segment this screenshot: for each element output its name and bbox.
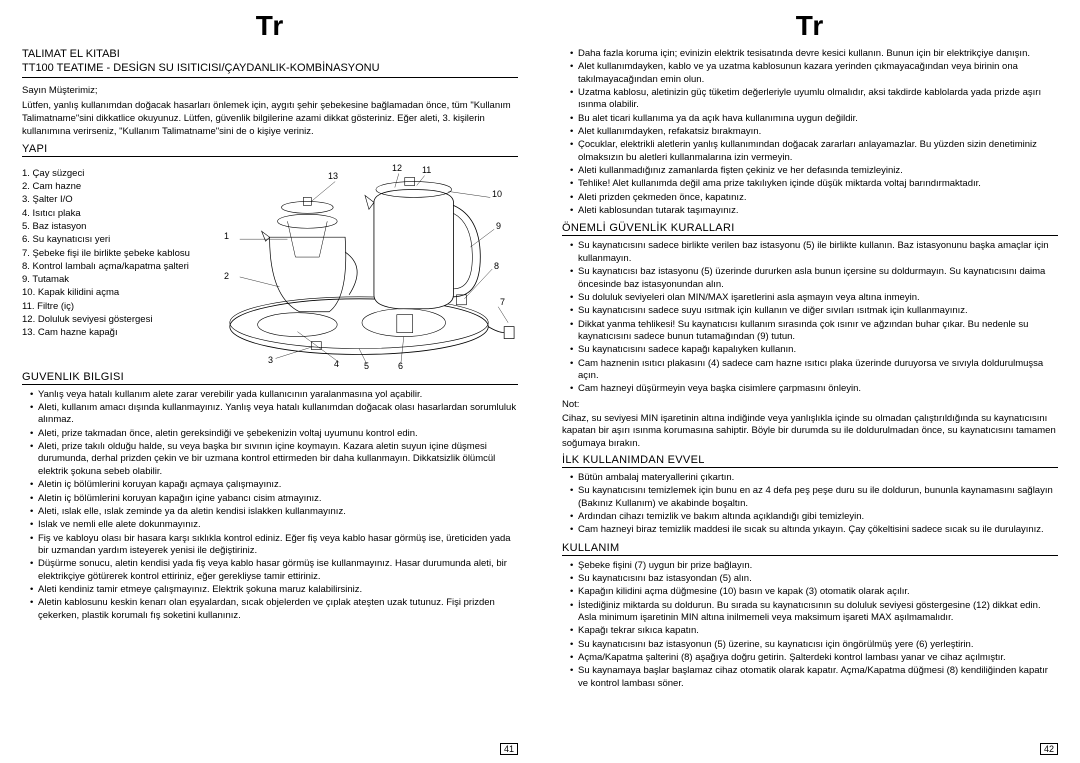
important-item: Su kaynatıcısını sadece kapağı kapalıyke… — [570, 344, 1058, 356]
lang-header-left: Tr — [22, 10, 518, 42]
part-item: 11. Filtre (iç) — [22, 300, 190, 313]
safety-item: Fiş ve kabloyu olası bir hasara karşı sı… — [30, 533, 518, 558]
safety-cont-item: Aleti prizden çekmeden önce, kapatınız. — [570, 192, 1058, 204]
continuation-list: Daha fazla koruma için; evinizin elektri… — [562, 48, 1058, 218]
usage-item: Açma/Kapatma şalterini (8) aşağıya doğru… — [570, 652, 1058, 664]
part-item: 1. Çay süzgeci — [22, 167, 190, 180]
usage-item: İstediğiniz miktarda su doldurun. Bu sır… — [570, 600, 1058, 625]
callout-2: 2 — [224, 271, 229, 281]
parts-list: 1. Çay süzgeci2. Cam hazne3. Şalter I/O4… — [22, 167, 190, 367]
part-item: 12. Doluluk seviyesi göstergesi — [22, 313, 190, 326]
safety-item: Aleti, prize takmadan önce, aletin gerek… — [30, 428, 518, 440]
safety-item: Aleti, ıslak elle, ıslak zeminde ya da a… — [30, 506, 518, 518]
callout-7: 7 — [500, 297, 505, 307]
usage-item: Su kaynatıcısını baz istasyonun (5) üzer… — [570, 639, 1058, 651]
guvenlik-title: GUVENLIK BILGISI — [22, 371, 518, 385]
important-item: Cam hazneyi düşürmeyin veya başka cisiml… — [570, 383, 1058, 395]
safety-cont-item: Alet kullanımdayken, refakatsiz bırakmay… — [570, 126, 1058, 138]
onemli-list: Su kaynatıcısını sadece birlikte verilen… — [562, 240, 1058, 396]
part-item: 13. Cam hazne kapağı — [22, 326, 190, 339]
ilk-title: İLK KULLANIMDAN EVVEL — [562, 454, 1058, 468]
product-diagram: 1 2 3 4 5 6 7 8 9 10 11 12 13 — [200, 167, 518, 367]
safety-item: Düşürme sonucu, aletin kendisi yada fiş … — [30, 558, 518, 583]
first-use-item: Bütün ambalaj materyallerini çıkartın. — [570, 472, 1058, 484]
usage-item: Su kaynamaya başlar başlamaz cihaz otoma… — [570, 665, 1058, 690]
part-item: 10. Kapak kilidini açma — [22, 286, 190, 299]
part-item: 8. Kontrol lambalı açma/kapatma şalteri — [22, 260, 190, 273]
part-item: 6. Su kaynatıcısı yeri — [22, 233, 190, 246]
part-item: 2. Cam hazne — [22, 180, 190, 193]
greeting: Sayın Müşterimiz; — [22, 85, 518, 98]
important-item: Cam haznenin ısıtıcı plakasını (4) sadec… — [570, 358, 1058, 383]
safety-item: Yanlış veya hatalı kullanım alete zarar … — [30, 389, 518, 401]
safety-cont-item: Uzatma kablosu, aletinizin güç tüketim d… — [570, 87, 1058, 112]
first-use-item: Ardından cihazı temizlik ve bakım altınd… — [570, 511, 1058, 523]
lang-header-right: Tr — [562, 10, 1058, 42]
callout-4: 4 — [334, 359, 339, 369]
safety-item: Islak ve nemli elle alete dokunmayınız. — [30, 519, 518, 531]
first-use-item: Cam hazneyi biraz temizlik maddesi ile s… — [570, 524, 1058, 536]
guvenlik-list: Yanlış veya hatalı kullanım alete zarar … — [22, 389, 518, 623]
part-item: 5. Baz istasyon — [22, 220, 190, 233]
callout-11: 11 — [422, 165, 431, 175]
part-item: 7. Şebeke fişi ile birlikte şebeke kablo… — [22, 247, 190, 260]
manual-title-block: TALIMAT EL KITABI TT100 TEATIME - DESİGN… — [22, 48, 518, 78]
safety-cont-item: Alet kullanımdayken, kablo ve ya uzatma … — [570, 61, 1058, 86]
parts-row: 1. Çay süzgeci2. Cam hazne3. Şalter I/O4… — [22, 167, 518, 367]
intro-text: Lütfen, yanlış kullanımdan doğacak hasar… — [22, 100, 518, 138]
part-item: 9. Tutamak — [22, 273, 190, 286]
safety-cont-item: Aleti kablosundan tutarak taşımayınız. — [570, 205, 1058, 217]
important-item: Su kaynatıcısı baz istasyonu (5) üzerind… — [570, 266, 1058, 291]
manual-title: TALIMAT EL KITABI TT100 TEATIME - DESİGN… — [22, 48, 518, 78]
usage-item: Su kaynatıcısını baz istasyondan (5) alı… — [570, 573, 1058, 585]
important-item: Su doluluk seviyeleri olan MIN/MAX işare… — [570, 292, 1058, 304]
callout-8: 8 — [494, 261, 499, 271]
kullanim-list: Şebeke fişini (7) uygun bir prize bağlay… — [562, 560, 1058, 691]
not-label: Not: — [562, 399, 1058, 411]
yapi-title: YAPI — [22, 143, 518, 157]
safety-cont-item: Tehlike! Alet kullanımda değil ama prize… — [570, 178, 1058, 190]
safety-item: Aletin iç bölümlerini koruyan kapağı açm… — [30, 479, 518, 491]
page-number-left: 41 — [500, 743, 518, 755]
kullanim-title: KULLANIM — [562, 542, 1058, 556]
safety-cont-item: Daha fazla koruma için; evinizin elektri… — [570, 48, 1058, 60]
page-right: Tr Daha fazla koruma için; evinizin elek… — [540, 0, 1080, 763]
important-item: Su kaynatıcısını sadece suyu ısıtmak içi… — [570, 305, 1058, 317]
callout-10: 10 — [492, 189, 502, 199]
page-number-right: 42 — [1040, 743, 1058, 755]
product-title: TT100 TEATIME - DESİGN SU ISITICISI/ÇAYD… — [22, 62, 380, 74]
onemli-title: ÖNEMLİ GÜVENLİK KURALLARI — [562, 222, 1058, 236]
manual-title-line1: TALIMAT EL KITABI — [22, 48, 120, 60]
safety-item: Aleti, kullanım amacı dışında kullanmayı… — [30, 402, 518, 427]
usage-item: Kapağı tekrar sıkıca kapatın. — [570, 625, 1058, 637]
part-item: 3. Şalter I/O — [22, 193, 190, 206]
safety-item: Aleti, prize takılı olduğu halde, su vey… — [30, 441, 518, 478]
callout-5: 5 — [364, 361, 369, 371]
usage-item: Kapağın kilidini açma düğmesine (10) bas… — [570, 586, 1058, 598]
callout-3: 3 — [268, 355, 273, 365]
callout-13: 13 — [328, 171, 338, 181]
safety-item: Aletin iç bölümlerini koruyan kapağın iç… — [30, 493, 518, 505]
safety-item: Aletin kablosunu keskin kenarı olan eşya… — [30, 597, 518, 622]
safety-cont-item: Çocuklar, elektrikli aletlerin yanlış ku… — [570, 139, 1058, 164]
important-item: Su kaynatıcısını sadece birlikte verilen… — [570, 240, 1058, 265]
ilk-list: Bütün ambalaj materyallerini çıkartın.Su… — [562, 472, 1058, 538]
first-use-item: Su kaynatıcısını temizlemek için bunu en… — [570, 485, 1058, 510]
callout-6: 6 — [398, 361, 403, 371]
not-text: Cihaz, su seviyesi MIN işaretinin altına… — [562, 413, 1058, 450]
callout-1: 1 — [224, 231, 229, 241]
page-left: Tr TALIMAT EL KITABI TT100 TEATIME - DES… — [0, 0, 540, 763]
callout-12: 12 — [392, 163, 402, 173]
usage-item: Şebeke fişini (7) uygun bir prize bağlay… — [570, 560, 1058, 572]
safety-item: Aleti kendiniz tamir etmeye çalışmayınız… — [30, 584, 518, 596]
part-item: 4. Isıtıcı plaka — [22, 207, 190, 220]
important-item: Dikkat yanma tehlikesi! Su kaynatıcısı k… — [570, 319, 1058, 344]
callout-9: 9 — [496, 221, 501, 231]
safety-cont-item: Aleti kullanmadığınız zamanlarda fişten … — [570, 165, 1058, 177]
safety-cont-item: Bu alet ticari kullanıma ya da açık hava… — [570, 113, 1058, 125]
